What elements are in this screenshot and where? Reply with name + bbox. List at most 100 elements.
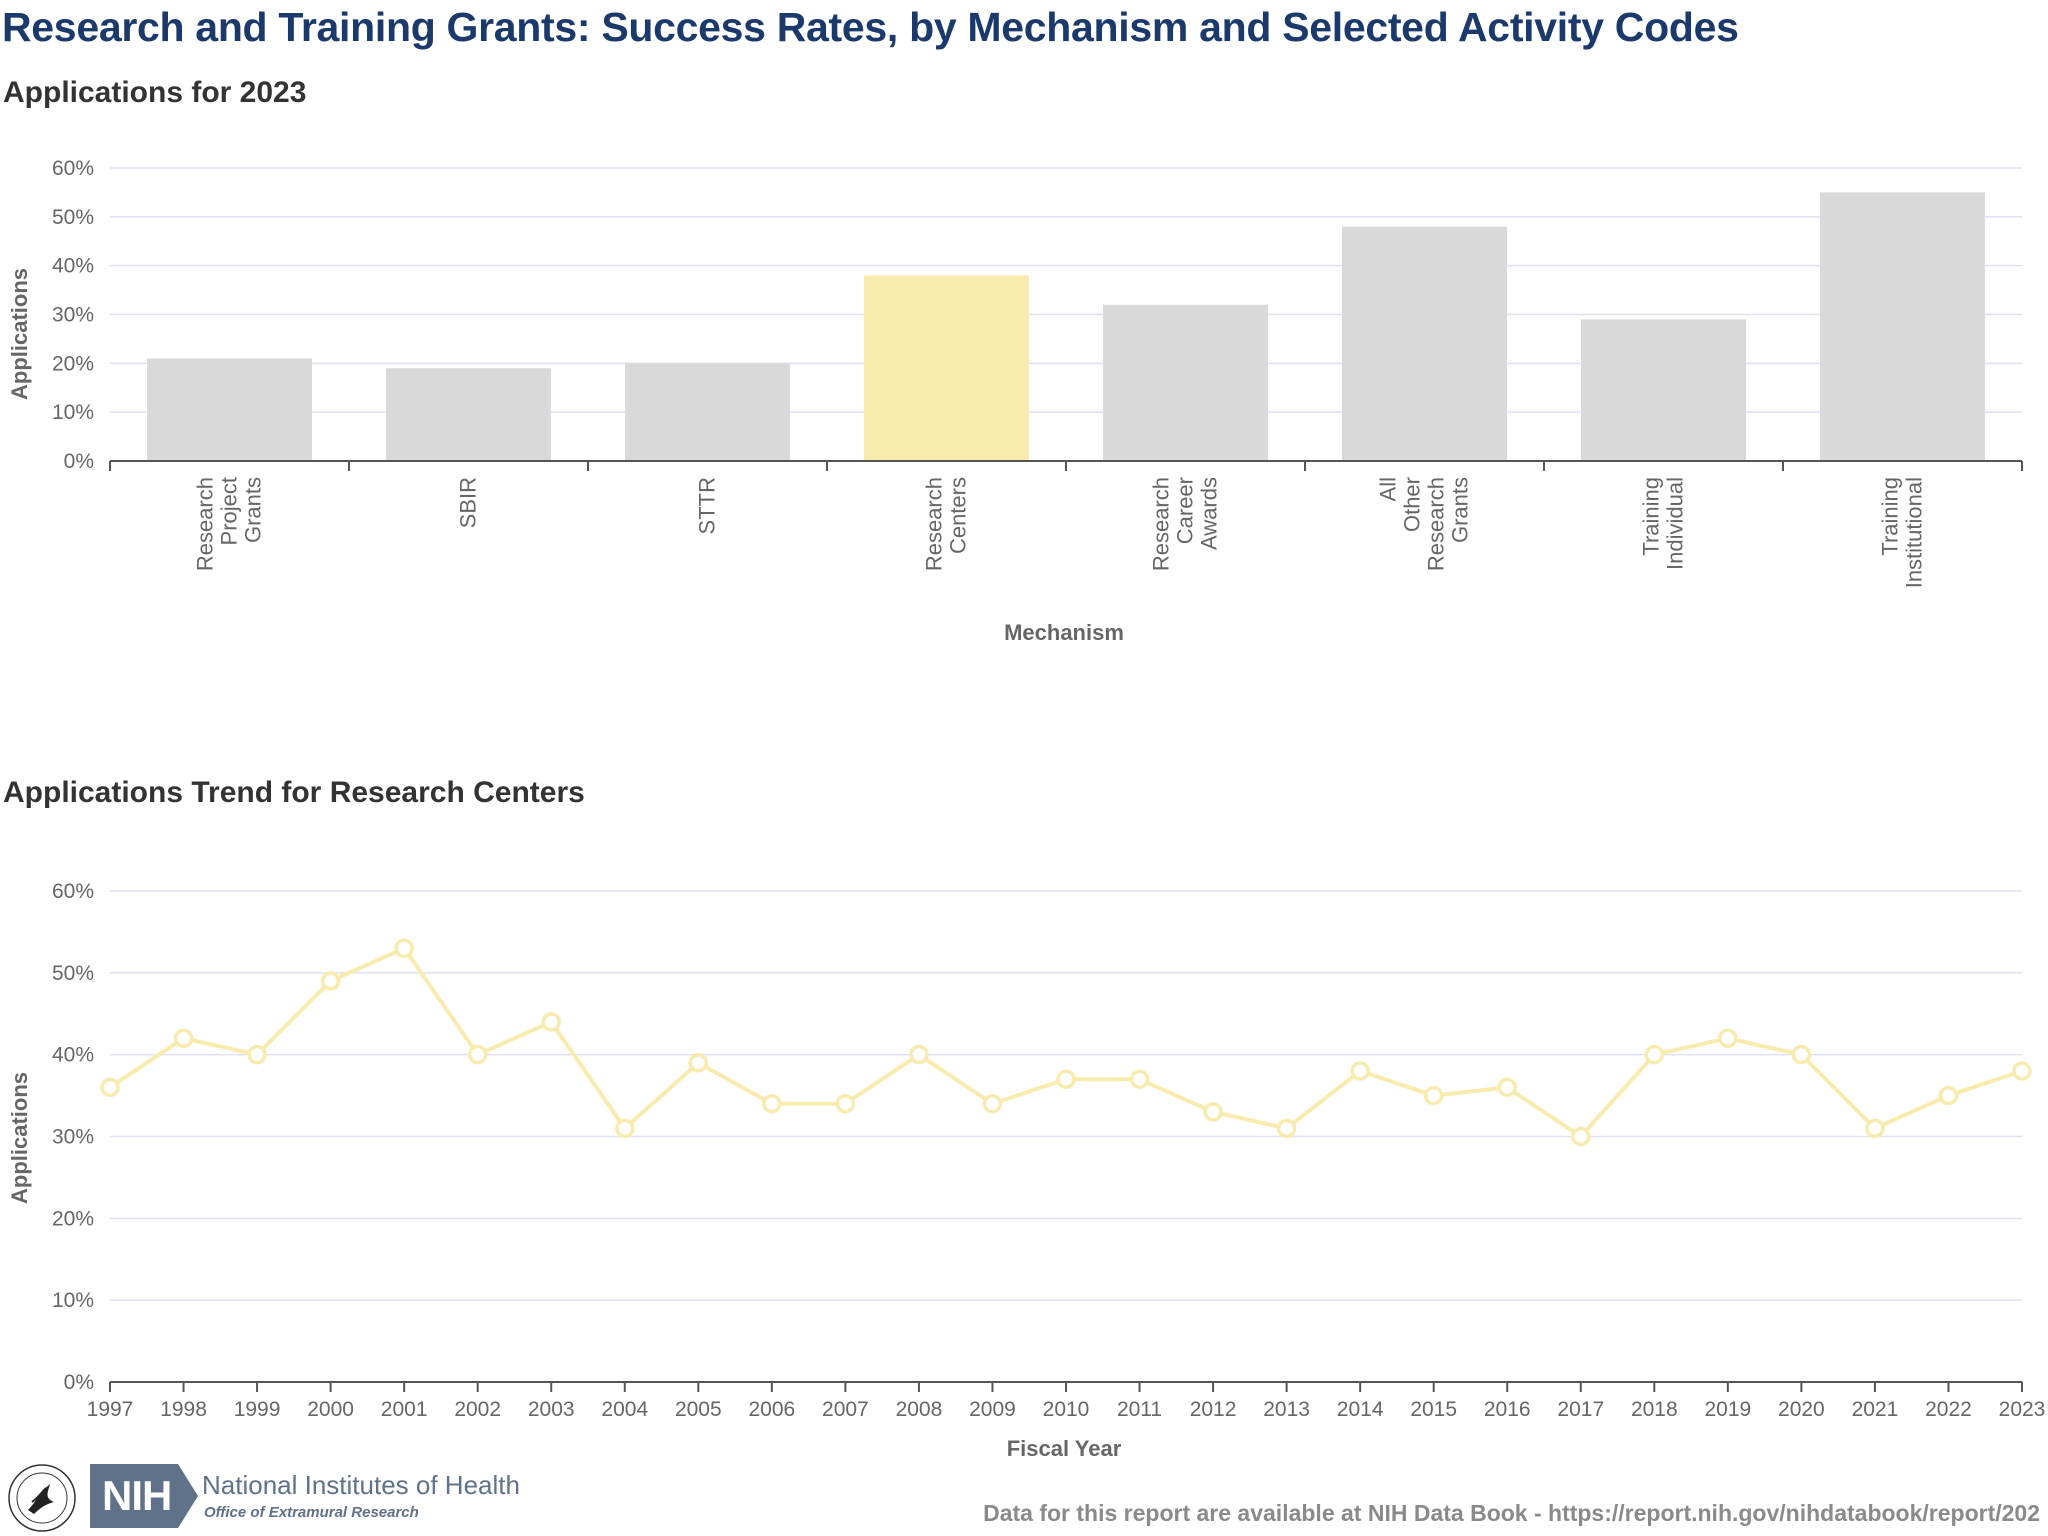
- line-chart-x-axis-title: Fiscal Year: [1007, 1436, 1122, 1461]
- bar-category-label-line: STTR: [695, 477, 720, 534]
- line-chart-x-axis: [109, 1381, 2023, 1392]
- trend-point-2020: [1791, 1044, 1812, 1065]
- bar-y-tick-label: 40%: [52, 255, 94, 278]
- trend-point-2000: [320, 971, 341, 991]
- bar-category-label-line: All: [1376, 477, 1401, 501]
- line-x-tick-label: 2000: [307, 1398, 354, 1421]
- bar-sbir: [386, 368, 551, 461]
- bar-category-label-line: Institutional: [1902, 477, 1927, 588]
- line-x-tick-label: 2020: [1778, 1398, 1825, 1421]
- line-x-tick-label: 2021: [1852, 1398, 1899, 1421]
- bar-category-label-line: Research: [1424, 477, 1449, 571]
- trend-point-2019: [1718, 1028, 1738, 1049]
- bar-category-label-line: Training: [1878, 477, 1903, 556]
- line-x-tick-label: 1997: [87, 1398, 134, 1421]
- line-y-tick-label: 30%: [52, 1126, 94, 1149]
- line-y-tick-label: 20%: [52, 1207, 94, 1230]
- line-x-tick-label: 2013: [1263, 1398, 1310, 1421]
- trend-point-2004: [615, 1118, 635, 1139]
- bar-category-label-line: Centers: [946, 477, 971, 554]
- line-chart-y-ticks: 0% 10% 20% 30% 40% 50% 60%: [52, 880, 94, 1394]
- bar-category-label-line: Awards: [1197, 477, 1222, 550]
- trend-point-2010: [1056, 1069, 1076, 1089]
- line-y-tick-label: 40%: [52, 1044, 94, 1067]
- trend-point-2007: [835, 1094, 856, 1114]
- line-chart-gridlines: [110, 890, 2022, 1301]
- bar-y-tick-label: 30%: [52, 304, 94, 327]
- bar-chart-bars: [147, 192, 1985, 461]
- line-chart-series: [100, 938, 2032, 1147]
- bar-training-individual: [1581, 319, 1746, 461]
- trend-point-2003: [541, 1012, 561, 1032]
- line-chart-x-ticks: 1997 1998 1999 2000 2001 2002 2003 2004 2005 2006…: [87, 1398, 2046, 1421]
- line-x-tick-label: 1999: [234, 1398, 281, 1421]
- line-x-tick-label: 2005: [675, 1398, 722, 1421]
- line-y-tick-label: 10%: [52, 1289, 94, 1312]
- bar-y-tick-label: 20%: [52, 352, 94, 375]
- page-title: Research and Training Grants: Success Ra…: [2, 4, 1739, 50]
- trend-point-2009: [982, 1094, 1003, 1114]
- bar-category-label-line: Training: [1639, 477, 1664, 556]
- bar-research-project-grants: [147, 358, 312, 461]
- line-x-tick-label: 2007: [822, 1398, 869, 1421]
- line-y-tick-label: 0%: [64, 1371, 94, 1394]
- line-x-tick-label: 2014: [1337, 1398, 1384, 1421]
- line-chart-y-axis-title: Applications: [7, 1072, 32, 1204]
- line-x-tick-label: 2015: [1410, 1398, 1457, 1421]
- bar-category-label-line: Grants: [241, 477, 266, 543]
- bar-category-label-line: Grants: [1448, 477, 1473, 543]
- trend-point-2017: [1571, 1126, 1591, 1147]
- bar-category-label-line: Other: [1400, 477, 1425, 532]
- bar-category-label: STTR: [695, 477, 720, 534]
- line-x-tick-label: 2023: [1999, 1398, 2046, 1421]
- line-x-tick-label: 2016: [1484, 1398, 1531, 1421]
- trend-point-2016: [1497, 1077, 1517, 1098]
- trend-point-2023: [2012, 1061, 2032, 1081]
- bar-chart-x-axis: [109, 460, 2023, 471]
- trend-point-2002: [467, 1044, 488, 1065]
- line-x-tick-label: 2003: [528, 1398, 575, 1421]
- trend-point-2006: [762, 1094, 782, 1114]
- bar-chart-y-axis-title: Applications: [7, 268, 32, 400]
- bar-y-tick-label: 60%: [52, 157, 94, 180]
- bar-category-label: SBIR: [456, 477, 481, 528]
- office-name: Office of Extramural Research: [204, 1504, 419, 1521]
- line-x-tick-label: 2010: [1043, 1398, 1090, 1421]
- trend-point-2013: [1276, 1118, 1297, 1139]
- trend-point-1997: [100, 1077, 120, 1098]
- bar-sttr: [625, 363, 790, 461]
- data-source-note: Data for this report are available at NI…: [983, 1500, 2040, 1526]
- line-x-tick-label: 2017: [1557, 1398, 1604, 1421]
- bar-category-label-line: Research: [922, 477, 947, 571]
- trend-point-2022: [1938, 1085, 1959, 1106]
- line-x-tick-label: 2012: [1190, 1398, 1237, 1421]
- line-x-tick-label: 1998: [160, 1398, 207, 1421]
- line-x-tick-label: 2011: [1117, 1398, 1162, 1421]
- bar-chart-title: Applications for 2023: [3, 76, 307, 109]
- bar-category-label-line: Research: [1149, 477, 1174, 571]
- bar-y-tick-label: 10%: [52, 401, 94, 424]
- trend-point-2011: [1129, 1069, 1150, 1089]
- bar-all-other-research-grants: [1342, 226, 1507, 461]
- hhs-seal-icon: [8, 1464, 76, 1532]
- footer-logos: NIH National Institutes of Health Office…: [6, 1458, 520, 1532]
- bar-chart-x-axis-title: Mechanism: [1004, 620, 1124, 645]
- bar-category-label: Training Individual: [1639, 477, 1688, 570]
- trend-line-chart: 0% 10% 20% 30% 40% 50% 60% 1997 1998 1999 2000 200…: [7, 880, 2046, 1461]
- bar-research-career-awards: [1103, 304, 1268, 461]
- line-chart-title: Applications Trend for Research Centers: [3, 776, 585, 809]
- bar-category-label-line: Individual: [1663, 477, 1688, 570]
- trend-point-2005: [688, 1053, 709, 1073]
- line-x-tick-label: 2008: [896, 1398, 943, 1421]
- line-x-tick-label: 2009: [969, 1398, 1016, 1421]
- institution-name: National Institutes of Health: [202, 1470, 520, 1500]
- bar-research-centers: [864, 275, 1029, 461]
- bar-y-tick-label: 50%: [52, 206, 94, 229]
- line-y-tick-label: 50%: [52, 962, 94, 985]
- nih-logo-text: NIH: [102, 1472, 172, 1519]
- line-x-tick-label: 2004: [601, 1398, 648, 1421]
- trend-point-2008: [909, 1044, 929, 1065]
- trend-point-1999: [247, 1044, 267, 1065]
- trend-point-1998: [173, 1028, 194, 1049]
- bar-category-label: All Other Research Grants: [1376, 477, 1473, 571]
